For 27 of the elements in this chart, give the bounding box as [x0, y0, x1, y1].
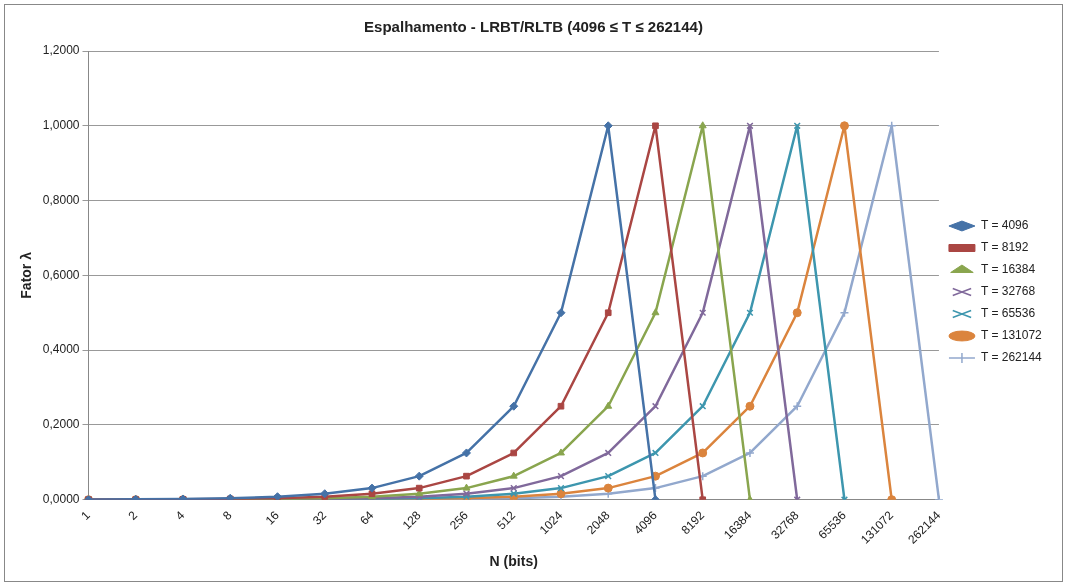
y-tick-label: 0,4000: [42, 342, 80, 357]
x-tick-label: 128: [399, 508, 424, 533]
chart-title: Espalhamento - LRBT/RLTB (4096 ≤ T ≤ 262144): [364, 18, 703, 36]
y-tick-label: 0,8000: [42, 192, 80, 207]
y-tick-label: 1,2000: [42, 43, 80, 58]
y-tick-label: 0,6000: [42, 267, 80, 282]
x-axis-title: N (bits): [489, 553, 538, 570]
x-tick-label: 512: [494, 508, 519, 533]
x-tick-label: 16: [262, 508, 283, 528]
legend-label: T = 65536: [980, 306, 1036, 321]
x-tick-label: 256: [446, 508, 472, 533]
x-tick-label: 1: [78, 508, 94, 523]
legend-label: T = 8192: [980, 240, 1029, 255]
legend-label: T = 32768: [980, 284, 1036, 299]
legend-label: T = 4096: [980, 218, 1029, 233]
legend-label: T = 131072: [980, 328, 1043, 343]
x-tick-label: 32: [309, 508, 330, 528]
x-tick-label: 4: [172, 508, 188, 523]
x-tick-label: 2: [125, 508, 141, 523]
legend-label: T = 262144: [980, 350, 1043, 365]
y-tick-label: 1,0000: [42, 118, 80, 133]
x-tick-label: 8: [220, 508, 235, 523]
y-tick-label: 0,0000: [42, 492, 80, 507]
legend-label: T = 16384: [980, 262, 1036, 277]
x-tick-label: 64: [357, 508, 377, 528]
y-axis-title: Fator λ: [18, 251, 35, 299]
y-tick-label: 0,2000: [42, 417, 80, 432]
